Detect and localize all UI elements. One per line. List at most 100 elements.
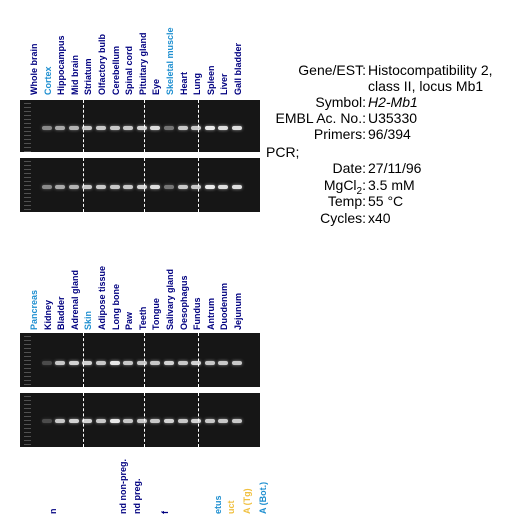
lane-label: Paw (124, 312, 134, 330)
lane-label: Mid brain (70, 55, 80, 95)
gel-band (191, 126, 201, 130)
gel-band (110, 126, 120, 130)
gel-band (150, 361, 160, 365)
lane-label: Fundus (192, 298, 202, 331)
gel-divider (198, 158, 199, 212)
gel-band (150, 185, 160, 189)
gel-band (137, 419, 147, 423)
gel-top-upper (20, 100, 260, 152)
gel-band (232, 126, 242, 130)
lane-label: Heart (179, 72, 189, 95)
primers-value: 96/394 (368, 126, 411, 143)
partial-lane-label: nd non-preg. (118, 459, 128, 514)
gel-band (110, 419, 120, 423)
gel-divider (198, 333, 199, 387)
gene-value-line2: class II, locus Mb1 (368, 78, 483, 95)
gel-band (164, 361, 174, 365)
gel-divider (83, 100, 84, 152)
lane-label: Lung (192, 73, 202, 95)
gel-band (55, 419, 65, 423)
primers-key: Primers: (314, 126, 366, 143)
ladder-lane (24, 393, 31, 447)
embl-key: EMBL Ac. No.: (275, 110, 366, 127)
lane-label: Liver (219, 73, 229, 95)
gel-band (110, 185, 120, 189)
gel-band (123, 361, 133, 365)
gel-band (191, 185, 201, 189)
partial-lane-label: A (Bot.) (258, 482, 268, 514)
date-key: Date: (333, 160, 366, 177)
partial-lane-label: nd preg. (132, 479, 142, 514)
gel-band (96, 361, 106, 365)
gel-band (191, 361, 201, 365)
gel-band (42, 126, 52, 130)
gel-band (178, 361, 188, 365)
gel-divider (144, 333, 145, 387)
gel-band (205, 361, 215, 365)
gel-band (55, 126, 65, 130)
lane-label: Whole brain (29, 44, 39, 96)
symbol-value: H2-Mb1 (368, 94, 418, 111)
temp-value: 55 °C (368, 193, 403, 210)
gel-divider (144, 158, 145, 212)
lane-label: Gall bladder (233, 43, 243, 95)
gel-band (110, 361, 120, 365)
gel-band (42, 185, 52, 189)
gel-band (55, 361, 65, 365)
lane-label: Teeth (138, 307, 148, 330)
lane-label: Bladder (56, 296, 66, 330)
gel-band (96, 126, 106, 130)
gel-band (191, 419, 201, 423)
lane-label: Antrum (206, 298, 216, 330)
symbol-key: Symbol: (315, 94, 366, 111)
gel-band (137, 126, 147, 130)
gel-band (55, 185, 65, 189)
lane-label: Cerebellum (111, 46, 121, 95)
gel-top-lower (20, 158, 260, 212)
gel-band (232, 185, 242, 189)
gel-band (42, 361, 52, 365)
gel-band (69, 419, 79, 423)
gel-divider (198, 393, 199, 447)
gel-band (178, 185, 188, 189)
lane-label: Adrenal gland (70, 270, 80, 330)
gel-band (164, 126, 174, 130)
lane-label: Skin (83, 311, 93, 330)
ladder-lane (24, 333, 31, 387)
gel-band (218, 185, 228, 189)
pcr-label: PCR; (266, 144, 299, 161)
gel-band (232, 419, 242, 423)
gel-band (123, 126, 133, 130)
partial-lane-label: n (48, 509, 58, 514)
lane-label: Eye (151, 79, 161, 95)
lane-label: Duodenum (219, 283, 229, 330)
gel-band (137, 185, 147, 189)
gel-band (137, 361, 147, 365)
gel-band (69, 361, 79, 365)
gel-divider (198, 100, 199, 152)
gel-bottom-lower (20, 393, 260, 447)
mgcl-value: 3.5 mM (368, 177, 415, 194)
embl-value: U35330 (368, 110, 417, 127)
gel-band (205, 126, 215, 130)
date-value: 27/11/96 (368, 160, 421, 177)
temp-key: Temp: (328, 193, 366, 210)
gel-divider (83, 158, 84, 212)
gel-bottom-upper (20, 333, 260, 387)
gel-band (42, 419, 52, 423)
gene-key: Gene/EST: (298, 62, 366, 79)
lane-label: Olfactory bulb (97, 34, 107, 95)
gel-divider (83, 333, 84, 387)
gel-band (232, 361, 242, 365)
lane-label: Pancreas (29, 290, 39, 330)
lane-label: Striatum (83, 58, 93, 95)
gel-band (205, 185, 215, 189)
lane-label: Kidney (43, 300, 53, 330)
gel-band (69, 185, 79, 189)
lane-label: Cortex (43, 66, 53, 95)
lane-label: Spinal cord (124, 46, 134, 95)
gel-band (218, 419, 228, 423)
gel-divider (144, 100, 145, 152)
lane-label: Skeletal muscle (165, 27, 175, 95)
cycles-key: Cycles: (320, 210, 366, 227)
